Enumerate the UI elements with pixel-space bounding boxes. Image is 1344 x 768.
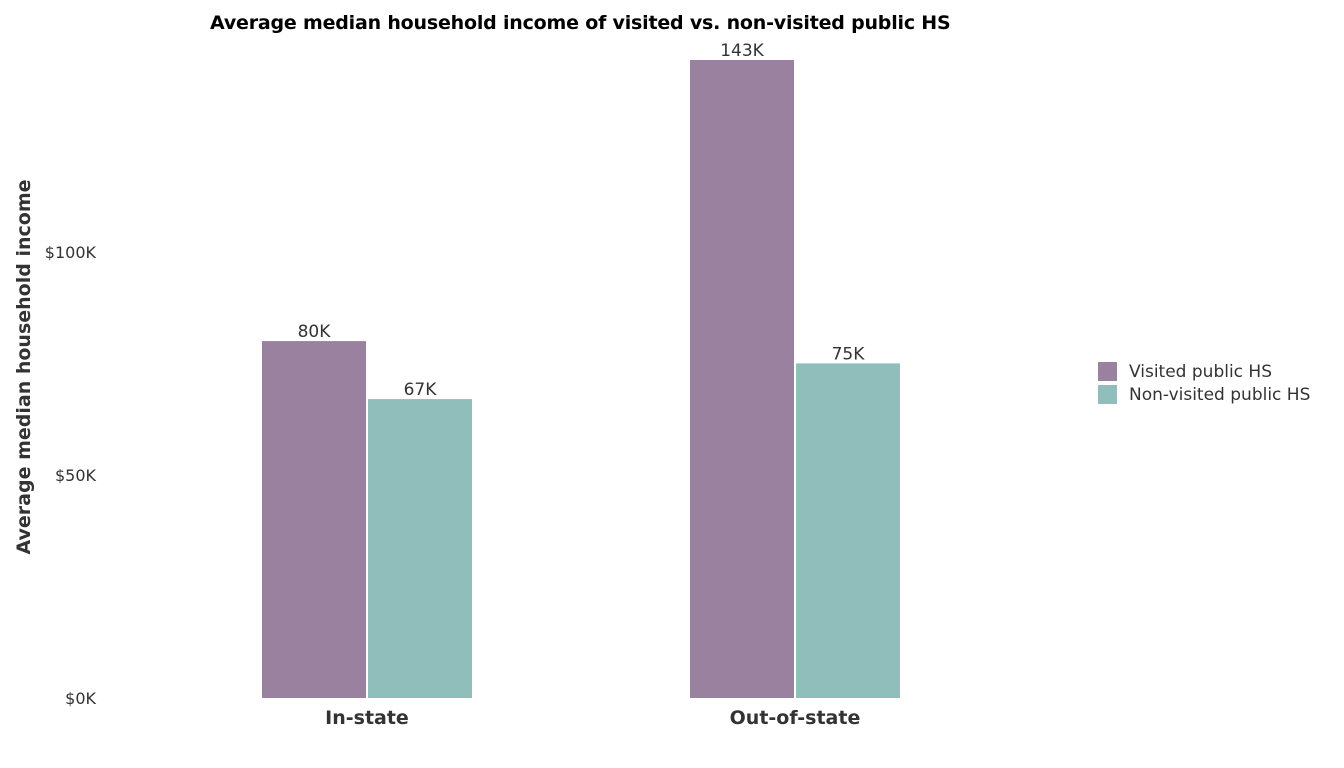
bars-group bbox=[262, 60, 900, 698]
legend-item-non-visited[interactable]: Non-visited public HS bbox=[1098, 383, 1310, 406]
x-axis-ticks: In-state Out-of-state bbox=[325, 707, 860, 729]
bar-value-label: 80K bbox=[298, 322, 332, 342]
legend-label-visited: Visited public HS bbox=[1129, 361, 1273, 382]
bar bbox=[262, 341, 366, 698]
bar-value-label: 75K bbox=[832, 344, 866, 364]
bar bbox=[690, 60, 794, 698]
bar bbox=[368, 399, 472, 698]
legend-label-non-visited: Non-visited public HS bbox=[1129, 384, 1311, 405]
bar-value-label: 67K bbox=[404, 380, 438, 400]
x-tick-label: In-state bbox=[325, 707, 409, 729]
bar-value-labels: 80K 67K 143K 75K bbox=[298, 41, 866, 400]
y-tick-label: $50K bbox=[55, 466, 97, 485]
y-tick-label: $100K bbox=[45, 243, 97, 262]
legend: Visited public HS Non-visited public HS bbox=[1098, 360, 1310, 406]
legend-item-visited[interactable]: Visited public HS bbox=[1098, 360, 1310, 383]
legend-swatch-non-visited bbox=[1098, 385, 1117, 404]
x-tick-label: Out-of-state bbox=[730, 707, 861, 729]
y-axis-ticks: $0K $50K $100K bbox=[45, 243, 97, 708]
y-axis-label: Average median household income bbox=[13, 180, 35, 555]
bar bbox=[796, 363, 900, 698]
chart-title: Average median household income of visit… bbox=[210, 12, 951, 34]
y-tick-label: $0K bbox=[65, 689, 96, 708]
legend-swatch-visited bbox=[1098, 362, 1117, 381]
bar-value-label: 143K bbox=[720, 41, 764, 61]
